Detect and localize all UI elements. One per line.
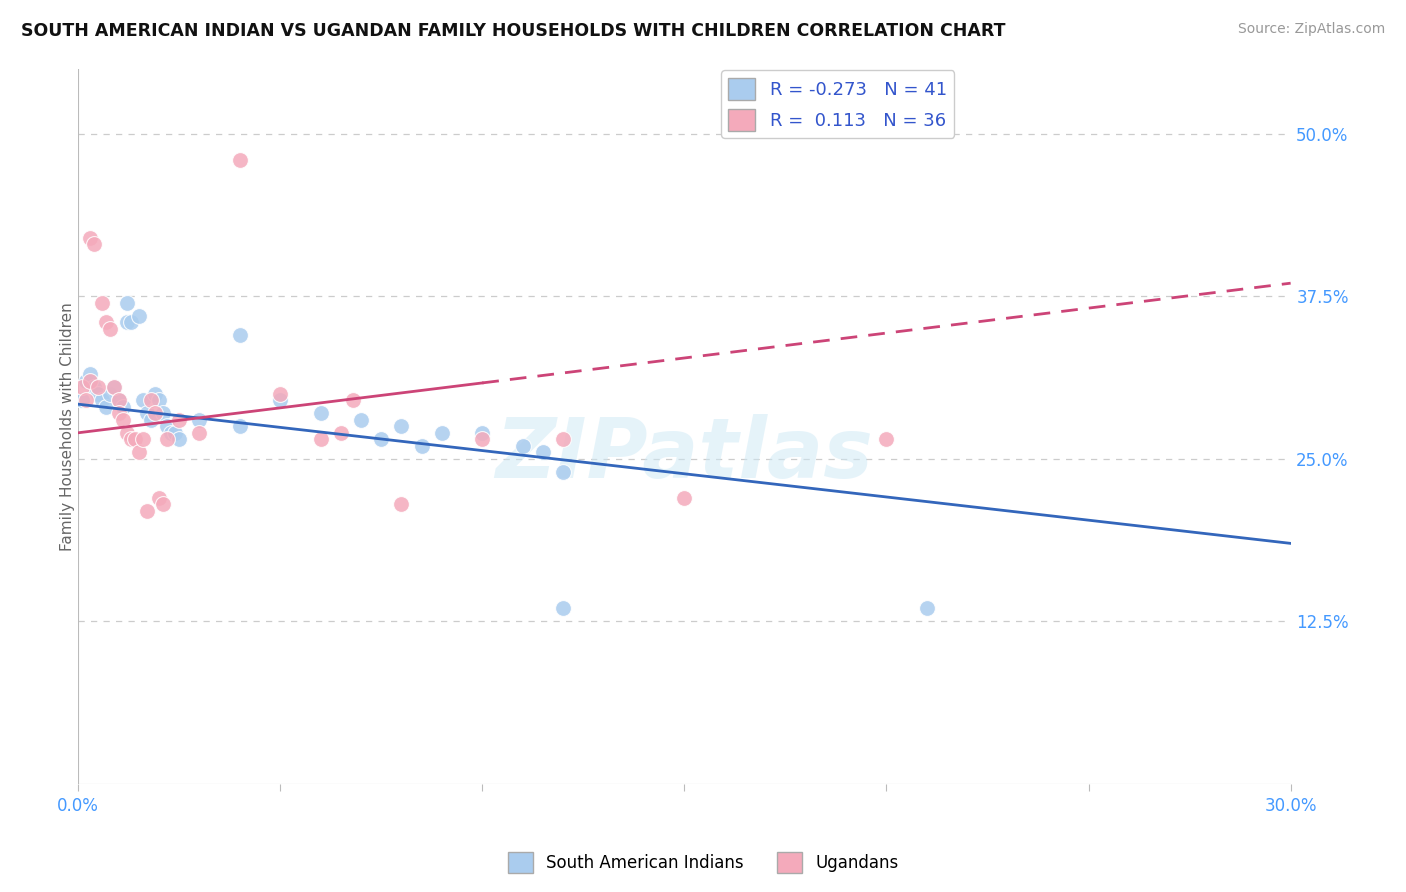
Point [87,386,110,401]
Point [83,380,105,394]
Point [143,386,166,401]
Point [96,400,118,414]
Point [165,425,187,440]
Point [309,406,332,420]
Point [553,601,575,615]
Point [167,413,190,427]
Point [107,406,129,420]
Point [120,315,142,329]
Y-axis label: Family Households with Children: Family Households with Children [59,301,75,550]
Point [75,374,97,388]
Point [148,491,170,505]
Point [148,393,170,408]
Point [87,380,110,394]
Point [391,497,413,511]
Point [188,425,211,440]
Point [229,153,252,167]
Point [188,413,211,427]
Point [96,315,118,329]
Point [139,413,162,427]
Point [167,432,190,446]
Point [553,465,575,479]
Point [391,419,413,434]
Point [411,439,433,453]
Point [115,295,138,310]
Point [471,432,494,446]
Text: SOUTH AMERICAN INDIAN VS UGANDAN FAMILY HOUSEHOLDS WITH CHILDREN CORRELATION CHA: SOUTH AMERICAN INDIAN VS UGANDAN FAMILY … [21,22,1005,40]
Point [107,393,129,408]
Point [135,504,157,518]
Point [100,322,122,336]
Point [91,393,114,408]
Point [91,295,114,310]
Legend: South American Indians, Ugandans: South American Indians, Ugandans [501,846,905,880]
Point [120,432,142,446]
Point [111,400,134,414]
Point [83,237,105,252]
Point [143,406,166,420]
Point [673,491,696,505]
Point [309,432,332,446]
Point [152,497,174,511]
Point [156,419,179,434]
Point [512,439,534,453]
Point [107,393,129,408]
Text: Source: ZipAtlas.com: Source: ZipAtlas.com [1237,22,1385,37]
Text: ZIPatlas: ZIPatlas [495,415,873,495]
Point [75,393,97,408]
Point [124,432,146,446]
Point [79,230,101,244]
Point [139,393,162,408]
Point [875,432,897,446]
Point [229,419,252,434]
Point [115,425,138,440]
Point [269,393,291,408]
Point [128,445,150,459]
Point [915,601,938,615]
Point [100,386,122,401]
Point [79,368,101,382]
Point [430,425,453,440]
Point [156,432,179,446]
Point [329,425,352,440]
Point [103,380,125,394]
Point [370,432,392,446]
Point [531,445,554,459]
Point [115,315,138,329]
Point [111,413,134,427]
Point [471,425,494,440]
Point [342,393,364,408]
Point [132,432,155,446]
Point [160,425,183,440]
Point [350,413,373,427]
Point [132,393,155,408]
Point [128,309,150,323]
Point [229,328,252,343]
Point [79,374,101,388]
Point [269,386,291,401]
Legend: R = -0.273   N = 41, R =  0.113   N = 36: R = -0.273 N = 41, R = 0.113 N = 36 [721,70,955,138]
Point [553,432,575,446]
Point [135,406,157,420]
Point [70,393,93,408]
Point [70,380,93,394]
Point [103,380,125,394]
Point [152,406,174,420]
